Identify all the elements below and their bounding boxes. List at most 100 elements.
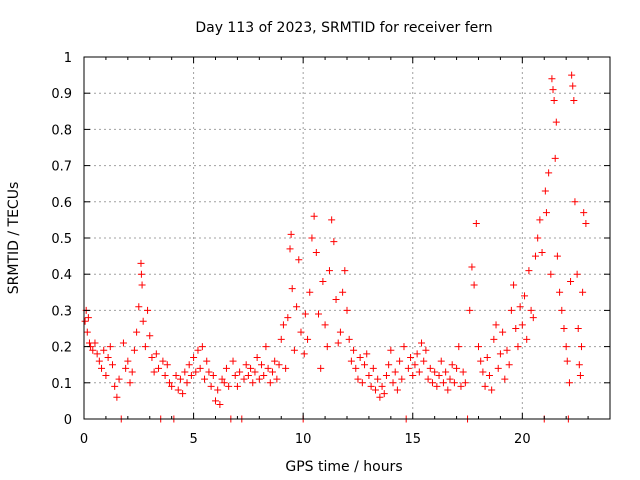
y-tick-label: 0.2 [51, 341, 72, 356]
data-point [253, 353, 261, 361]
data-point [444, 386, 452, 394]
data-point [284, 314, 292, 322]
data-point [312, 248, 320, 256]
data-point [84, 314, 92, 322]
data-point [472, 220, 480, 228]
data-point [266, 379, 274, 387]
data-point [137, 259, 145, 267]
plot-frame [83, 56, 611, 420]
data-point [119, 339, 127, 347]
data-point [192, 368, 200, 376]
data-point [104, 353, 112, 361]
data-point [534, 234, 542, 242]
data-point [446, 375, 454, 383]
data-point [89, 346, 97, 354]
data-point [358, 379, 366, 387]
data-point [174, 386, 182, 394]
data-point [310, 212, 318, 220]
data-point [567, 277, 575, 285]
data-point [236, 368, 244, 376]
data-point [361, 361, 369, 369]
y-tick-label: 0.1 [51, 377, 72, 392]
data-point [225, 382, 233, 390]
data-point [380, 390, 388, 398]
data-point [295, 256, 303, 264]
data-point [137, 270, 145, 278]
y-tick-label: 0.7 [51, 160, 72, 175]
data-point [563, 357, 571, 365]
data-point [124, 357, 132, 365]
data-point [547, 270, 555, 278]
x-tick-label: 5 [189, 432, 197, 447]
data-point [510, 281, 518, 289]
data-point [521, 292, 529, 300]
data-point [242, 361, 250, 369]
data-point [205, 368, 213, 376]
y-tick-label: 0.5 [51, 232, 72, 247]
data-point [496, 350, 504, 358]
data-point [317, 364, 325, 372]
x-tick-label: 0 [80, 432, 88, 447]
data-point [565, 379, 573, 387]
data-point [247, 364, 255, 372]
data-point [365, 372, 373, 380]
data-point [113, 393, 121, 401]
y-tick-label: 0.3 [51, 304, 72, 319]
data-point [275, 361, 283, 369]
data-point [518, 321, 526, 329]
data-point [505, 361, 513, 369]
data-point [422, 346, 430, 354]
data-point [512, 325, 520, 332]
data-point [499, 328, 507, 336]
data-point [268, 368, 276, 376]
data-point [457, 382, 465, 390]
data-point [367, 382, 375, 390]
data-point [376, 393, 384, 401]
data-point [339, 288, 347, 296]
data-point [407, 353, 415, 361]
data-point [130, 346, 138, 354]
data-point [548, 75, 556, 83]
data-point [315, 310, 323, 318]
data-point [179, 390, 187, 398]
data-point [141, 343, 149, 351]
data-point [556, 288, 564, 296]
data-point [165, 379, 173, 387]
data-point [258, 361, 266, 369]
data-point [426, 364, 434, 372]
y-tick-label: 0.9 [51, 87, 72, 102]
grid-lines [84, 57, 610, 419]
data-point [439, 379, 447, 387]
data-point [308, 234, 316, 242]
data-point [550, 96, 558, 104]
data-point [479, 368, 487, 376]
data-point [569, 82, 577, 90]
data-point [411, 361, 419, 369]
data-point [111, 382, 119, 390]
data-point [288, 285, 296, 293]
y-tick-label: 0.4 [51, 268, 72, 283]
data-point [321, 321, 329, 329]
data-point [352, 364, 360, 372]
data-point [334, 339, 342, 347]
data-point [328, 216, 336, 224]
y-tick-label: 0 [64, 413, 72, 428]
data-point [91, 339, 99, 347]
data-point [466, 306, 474, 314]
data-point [558, 306, 566, 314]
data-point [418, 339, 426, 347]
data-point [560, 325, 568, 332]
data-point [573, 270, 581, 278]
data-point [501, 375, 509, 383]
data-point [347, 357, 355, 365]
data-point [343, 306, 351, 314]
data-point [529, 314, 537, 322]
data-point [494, 364, 502, 372]
data-point [562, 343, 570, 351]
data-point [448, 361, 456, 369]
data-point [468, 263, 476, 271]
data-point [122, 364, 130, 372]
data-point [485, 372, 493, 380]
data-point [369, 364, 377, 372]
data-point [231, 372, 239, 380]
